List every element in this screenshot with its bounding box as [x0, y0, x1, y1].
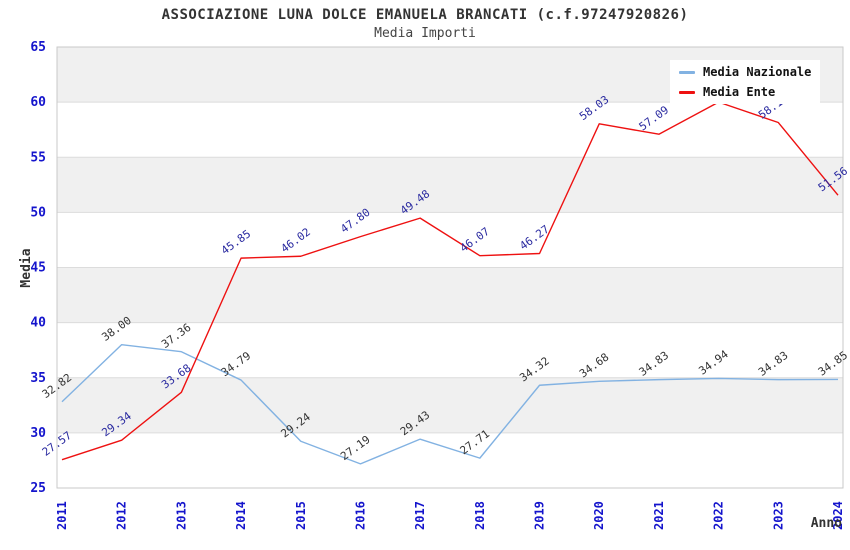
y-tick-label: 40 [30, 316, 46, 331]
y-axis-title: Media [19, 248, 34, 287]
legend-item-media-ente: Media Ente [679, 85, 811, 99]
legend-line-swatch-nazionale [679, 70, 695, 74]
legend-line-swatch-ente [679, 90, 695, 94]
legend: Media Nazionale Media Ente [670, 60, 821, 104]
legend-label-ente: Media Ente [703, 85, 776, 99]
x-tick-label: 2019 [533, 501, 547, 530]
y-tick-label: 45 [30, 261, 46, 276]
plot-band [57, 102, 843, 158]
y-tick-label: 55 [30, 150, 46, 165]
y-tick-label: 35 [30, 371, 46, 386]
x-tick-label: 2018 [473, 501, 487, 530]
x-tick-label: 2017 [413, 501, 427, 530]
series-line-media-ente [61, 101, 839, 461]
plot-border [56, 46, 844, 489]
x-tick-label: 2023 [771, 501, 785, 530]
chart-title: ASSOCIAZIONE LUNA DOLCE EMANUELA BRANCAT… [161, 7, 689, 23]
plot-band [57, 267, 843, 323]
x-tick-label: 2012 [115, 501, 129, 530]
x-tick-label: 2011 [55, 501, 69, 530]
x-tick-label: 2014 [234, 501, 248, 530]
x-tick-label: 2013 [174, 501, 188, 530]
chart-subtitle: Media Importi [374, 26, 476, 41]
legend-label-nazionale: Media Nazionale [703, 65, 812, 79]
x-tick-label: 2020 [592, 501, 606, 530]
y-tick-label: 25 [30, 481, 46, 496]
series-line-media-nazionale [61, 343, 839, 465]
x-tick-label: 2016 [353, 501, 367, 530]
x-tick-label: 2021 [652, 501, 666, 530]
x-tick-label: 2022 [712, 501, 726, 530]
y-tick-label: 60 [30, 95, 46, 110]
plot-band [57, 322, 843, 378]
legend-item-media-nazionale: Media Nazionale [679, 65, 811, 79]
plot-band [57, 377, 843, 433]
x-axis-title: Anno [811, 516, 842, 531]
plot-band [57, 157, 843, 213]
plot-band [57, 432, 843, 488]
x-tick-label: 2015 [294, 501, 308, 530]
plot-band [57, 212, 843, 268]
y-tick-label: 30 [30, 426, 46, 441]
y-tick-label: 50 [30, 205, 46, 220]
y-tick-label: 65 [30, 40, 46, 55]
x-tick-label: 2024 [831, 501, 845, 530]
